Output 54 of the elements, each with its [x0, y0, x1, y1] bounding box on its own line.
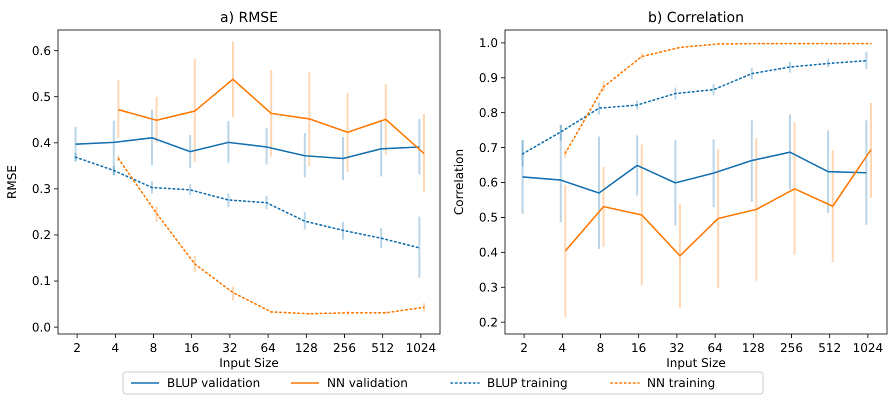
x-tick-label: 64: [707, 341, 723, 355]
y-axis-title: RMSE: [5, 165, 19, 199]
x-tick-label: 256: [780, 341, 803, 355]
line-series: [522, 60, 868, 155]
y-tick-label: 1.0: [478, 36, 498, 50]
line-series: [564, 42, 872, 154]
line-series: [74, 136, 420, 160]
y-tick-label: 0.1: [32, 274, 51, 288]
y-tick-label: 0.5: [32, 90, 51, 104]
x-tick-label: 64: [260, 341, 276, 355]
x-tick-label: 128: [742, 341, 765, 355]
x-axis-title: Input Size: [219, 356, 279, 370]
x-tick-label: 1024: [852, 341, 884, 355]
x-tick-label: 512: [371, 341, 394, 355]
legend-label: NN training: [647, 376, 716, 390]
x-tick-label: 4: [111, 341, 120, 355]
x-tick-label: 32: [669, 341, 685, 355]
line-series: [564, 148, 872, 257]
x-tick-label: 512: [818, 341, 842, 355]
x-tick-label: 1024: [406, 341, 436, 355]
x-tick-label: 128: [294, 341, 318, 355]
x-tick-label: 8: [150, 341, 158, 355]
chart-title: a) RMSE: [220, 10, 278, 26]
x-tick-label: 2: [73, 341, 81, 355]
chart-title: b) Correlation: [648, 10, 744, 26]
y-tick-label: 0.2: [32, 228, 51, 242]
y-tick-label: 0.3: [32, 182, 51, 196]
y-tick-label: 0.6: [478, 176, 498, 190]
line-series: [522, 151, 868, 194]
y-tick-label: 0.8: [478, 106, 498, 120]
y-tick-label: 0.5: [478, 210, 498, 225]
x-tick-label: 4: [558, 341, 566, 355]
y-axis-title: Correlation: [452, 148, 466, 216]
y-tick-label: 0.0: [32, 320, 51, 334]
x-tick-label: 32: [222, 341, 238, 355]
y-tick-label: 0.3: [478, 280, 498, 294]
x-tick-label: 16: [631, 341, 646, 355]
legend-label: BLUP validation: [167, 376, 260, 390]
x-axis-title: Input Size: [666, 356, 726, 370]
x-tick-label: 16: [184, 341, 200, 355]
x-tick-label: 2: [520, 341, 528, 355]
legend-label: NN validation: [327, 376, 408, 390]
line-series: [118, 158, 425, 315]
y-tick-label: 0.4: [478, 246, 498, 260]
y-tick-label: 0.7: [478, 140, 498, 155]
x-tick-label: 8: [596, 341, 604, 355]
line-series: [118, 78, 425, 154]
y-tick-label: 0.2: [478, 315, 498, 330]
x-tick-label: 256: [333, 341, 356, 355]
y-tick-label: 0.6: [32, 44, 51, 58]
line-series: [74, 156, 420, 249]
legend-label: BLUP training: [487, 376, 568, 390]
y-tick-label: 0.9: [478, 71, 498, 86]
y-tick-label: 0.4: [32, 136, 51, 150]
